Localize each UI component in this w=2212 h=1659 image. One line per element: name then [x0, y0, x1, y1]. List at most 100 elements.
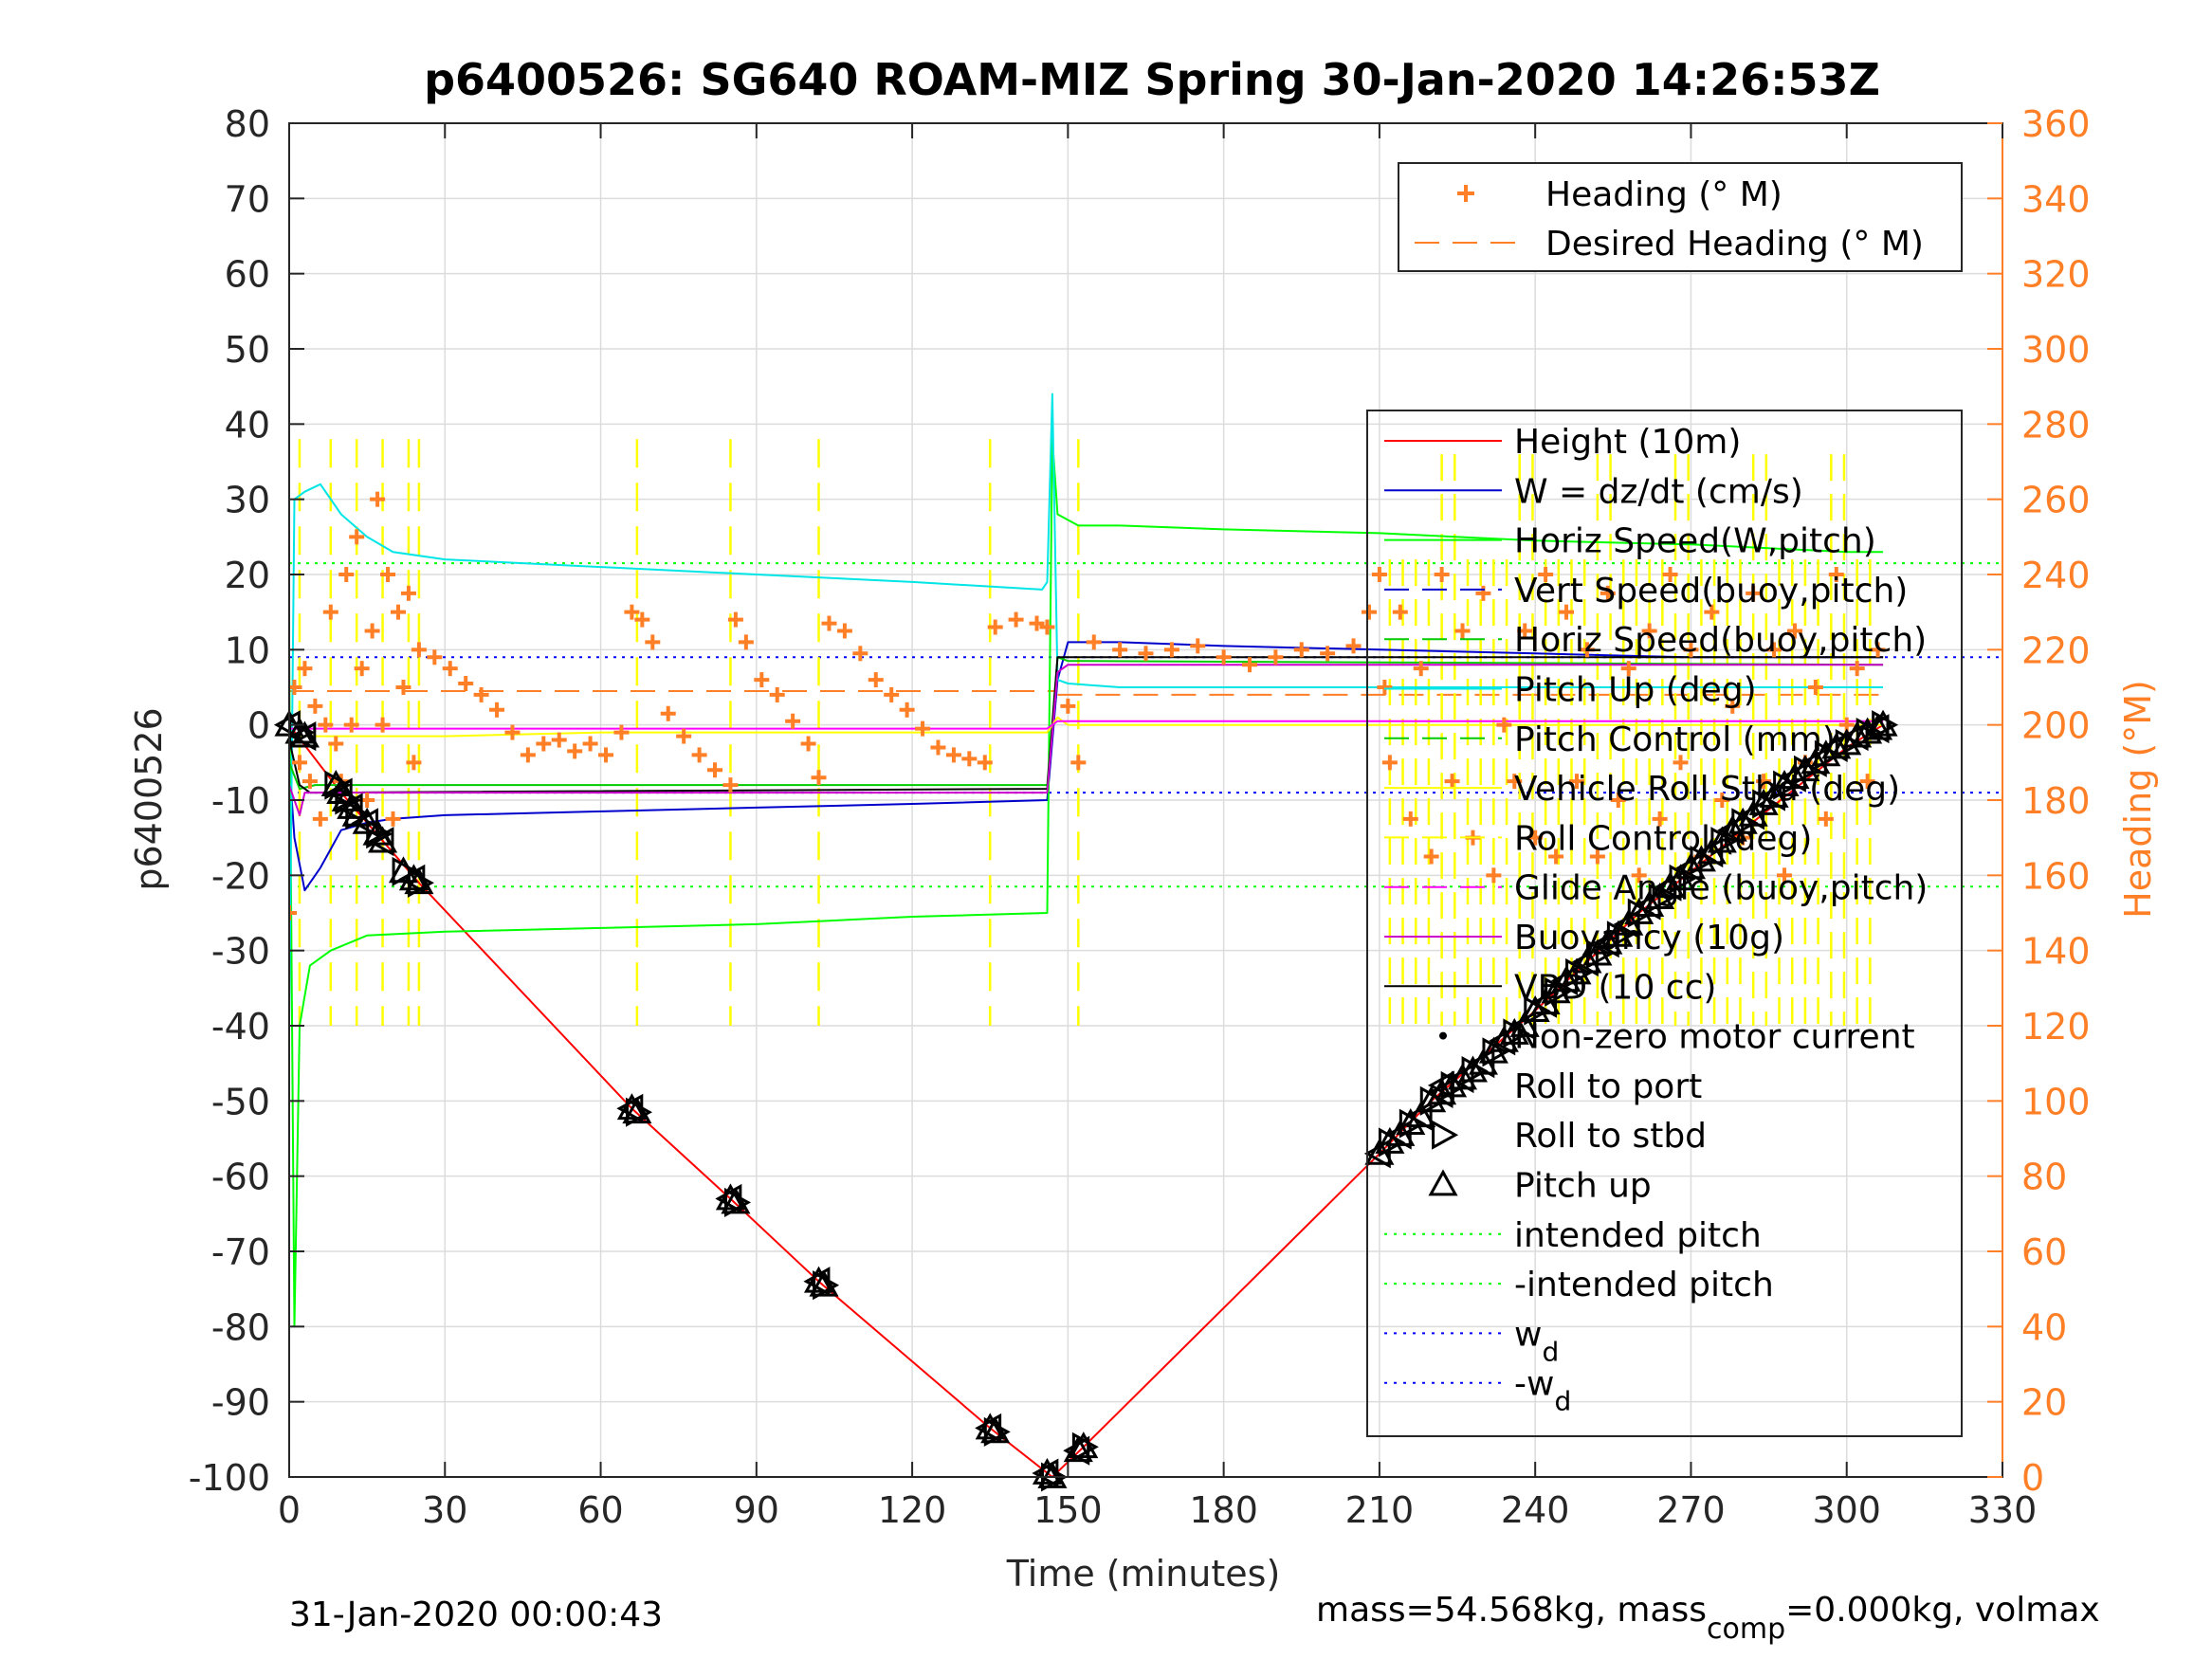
series-glide_angle [289, 720, 1884, 730]
series-horiz_speed [289, 438, 1884, 1328]
heading-point [291, 755, 307, 771]
heading-point [1190, 638, 1206, 654]
marker-right [1872, 710, 1899, 740]
heading-point [1039, 619, 1055, 635]
legend-main-label-text: Buoyancy (10g) [1514, 919, 1784, 957]
marker-up [1551, 965, 1581, 993]
marker-right [813, 1270, 840, 1301]
y-tick-label-left: 80 [225, 103, 270, 145]
y-tick-label-left: 10 [225, 629, 270, 671]
y-tick-label-left: 50 [225, 329, 270, 371]
heading-point [375, 717, 391, 733]
marker-left [367, 827, 394, 857]
heading-point [1423, 848, 1439, 865]
heading-point [977, 755, 993, 771]
legend-main-label: Vehicle Roll Stbd (deg) [1514, 770, 1900, 809]
event-marker [1868, 709, 1899, 740]
y-tick-label-left: -60 [211, 1157, 270, 1198]
marker-up [1447, 1063, 1478, 1090]
heading-point [390, 604, 406, 620]
legend-main-label-text: Pitch Control (mm) [1514, 720, 1836, 759]
heading-point [400, 585, 416, 601]
heading-point [868, 672, 884, 688]
legend-main-label: Roll to stbd [1514, 1117, 1707, 1156]
heading-point [364, 623, 380, 639]
legend-main-entry: W = dz/dt (cm/s) [1384, 472, 1803, 511]
heading-point [1559, 604, 1575, 620]
legend-main-entry: VBD (10 cc) [1384, 968, 1716, 1007]
heading-point [1704, 604, 1720, 620]
legend-main-entry: wd [1384, 1315, 1559, 1367]
legend-main-label-text: Height (10m) [1514, 423, 1741, 462]
legend-main-label-text: Glide Angle (buoy,pitch) [1514, 869, 1928, 908]
heading-point [1786, 623, 1802, 639]
footer-mass-suffix: =0.000kg, volmax [1785, 1591, 2100, 1630]
legend-main-entry: Horiz Speed(buoy,pitch) [1384, 621, 1927, 660]
heading-point [370, 491, 386, 507]
heading-point [852, 646, 868, 662]
marker-up [1790, 755, 1820, 782]
legend-main-label-text: Horiz Speed(W,pitch) [1514, 522, 1876, 561]
heading-point [1268, 649, 1284, 665]
legend-main-entry: Glide Angle (buoy,pitch) [1384, 869, 1928, 908]
heading-point [1527, 830, 1544, 846]
legend-swatch-dot [1439, 1031, 1447, 1040]
marker-up [1863, 713, 1893, 740]
x-axis-label: Time (minutes) [1006, 1553, 1281, 1595]
heading-point [1454, 623, 1471, 639]
x-tick-label: 240 [1501, 1489, 1570, 1531]
heading-point [821, 615, 837, 631]
heading-point [1112, 642, 1128, 658]
heading-point [297, 661, 313, 677]
heading-point [1377, 680, 1393, 695]
heading-point [1849, 661, 1865, 677]
marker-up [1593, 927, 1623, 955]
legend-main-label-text: Pitch Up (deg) [1514, 671, 1757, 710]
heading-point [458, 676, 474, 692]
y-tick-label-left: -80 [211, 1306, 270, 1348]
heading-point [1381, 755, 1398, 771]
y-axis-label-left: p6400526 [128, 707, 170, 890]
legend-main-entry: Vehicle Roll Stbd (deg) [1384, 770, 1900, 809]
heading-point [1568, 774, 1584, 790]
heading-point [1216, 649, 1232, 665]
heading-point [987, 619, 1003, 635]
heading-point [1086, 634, 1102, 650]
heading-point [349, 529, 365, 545]
x-tick-label: 300 [1812, 1489, 1881, 1531]
heading-point [1766, 642, 1782, 658]
marker-up [1406, 1101, 1436, 1128]
y-tick-label-right: 120 [2021, 1006, 2091, 1048]
marker-right [724, 1187, 752, 1217]
heading-point [727, 611, 743, 628]
legend-main-label-text: Roll Control (deg) [1514, 819, 1812, 858]
heading-point [442, 661, 458, 677]
heading-point [961, 751, 978, 767]
event-marker [404, 867, 434, 898]
legend-main-label: Pitch Up (deg) [1514, 671, 1757, 710]
series-pitch_up [289, 392, 1884, 1027]
marker-up [1037, 1461, 1068, 1488]
marker-up [284, 717, 315, 744]
heading-point [322, 604, 338, 620]
y-tick-label-right: 320 [2021, 254, 2091, 296]
x-tick-label: 90 [734, 1489, 779, 1531]
y-tick-label-right: 180 [2021, 780, 2091, 822]
legend-main-label-text: Roll to port [1514, 1067, 1702, 1106]
x-tick-label: 0 [278, 1489, 301, 1531]
marker-up [1686, 845, 1716, 872]
heading-point [338, 567, 355, 582]
legend-main-entry: intended pitch [1384, 1216, 1762, 1255]
y-tick-label-left: 30 [225, 480, 270, 521]
heading-point [1600, 585, 1616, 601]
marker-up [1520, 995, 1550, 1023]
heading-point [354, 661, 370, 677]
heading-point [427, 649, 443, 665]
marker-up [1832, 728, 1862, 756]
legend-main-label: Pitch Control (mm) [1514, 720, 1836, 759]
marker-up [1717, 814, 1747, 842]
marker-up [1069, 1431, 1099, 1459]
marker-up [721, 1187, 751, 1214]
legend-main-entry: Horiz Speed(W,pitch) [1384, 522, 1876, 561]
